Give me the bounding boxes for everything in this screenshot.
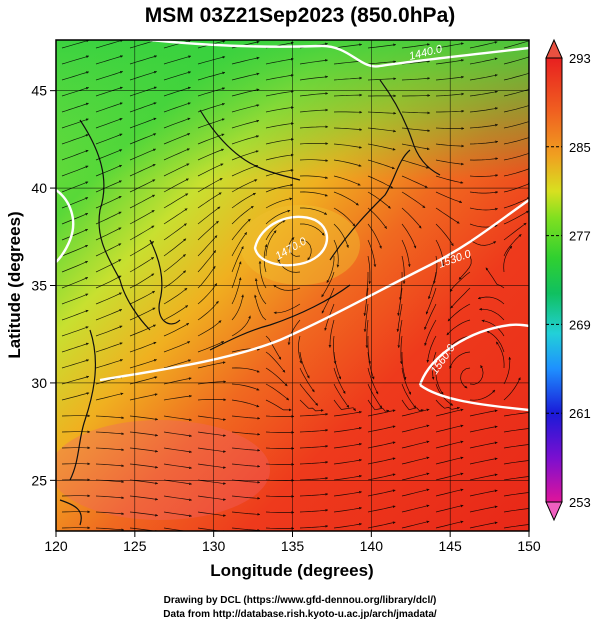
colorbar-tick-label: 285: [569, 140, 591, 155]
map-title: MSM 03Z21Sep2023 (850.0hPa): [145, 4, 456, 27]
x-tick-label: 150: [517, 538, 541, 554]
y-tick-label: 35: [31, 278, 47, 294]
colorbar-tick-label: 293: [569, 51, 591, 66]
x-tick-label: 125: [123, 538, 147, 554]
colorbar-tick-label: 269: [569, 317, 591, 332]
streamline: [266, 416, 294, 417]
colorbar-bottom-arrow: [546, 502, 562, 520]
colorbar-tick-label: 253: [569, 495, 591, 510]
credit-drawing: Drawing by DCL (https://www.gfd-dennou.o…: [164, 595, 437, 606]
colorbar: 293 285 277 269 261 253: [546, 40, 591, 520]
colorbar-top-arrow: [546, 40, 562, 58]
streamline: [266, 512, 294, 513]
streamline: [266, 496, 294, 497]
colorbar-body: [546, 58, 562, 502]
y-tick-label: 30: [31, 375, 47, 391]
streamline: [266, 432, 294, 433]
x-axis-label: Longitude (degrees): [210, 561, 373, 580]
plot-area: 1440.0 1470.0 1530.0 1560.0: [50, 40, 532, 532]
x-tick-label: 130: [202, 538, 226, 554]
y-tick-label: 25: [31, 472, 47, 488]
x-tick-label: 120: [44, 538, 68, 554]
credit-data: Data from http://database.rish.kyoto-u.a…: [163, 609, 437, 620]
colorbar-tick-label: 261: [569, 406, 591, 421]
x-tick-label: 140: [360, 538, 384, 554]
y-tick-label: 40: [31, 180, 47, 196]
streamline: [266, 448, 294, 449]
x-tick-label: 145: [438, 538, 462, 554]
streamline: [266, 528, 294, 529]
streamline: [266, 464, 294, 465]
y-tick-label: 45: [31, 83, 47, 99]
colorbar-tick-label: 277: [569, 229, 591, 244]
x-tick-label: 135: [281, 538, 305, 554]
y-axis-label: Latitude (degrees): [5, 211, 24, 358]
tropical-warm-zone: [50, 420, 270, 520]
